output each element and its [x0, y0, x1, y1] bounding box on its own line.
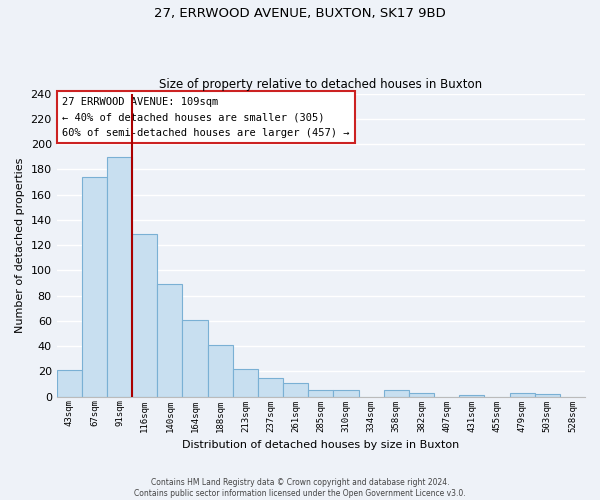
Text: Contains HM Land Registry data © Crown copyright and database right 2024.
Contai: Contains HM Land Registry data © Crown c…	[134, 478, 466, 498]
Bar	[233, 369, 258, 396]
Bar	[384, 390, 409, 396]
Bar	[208, 345, 233, 397]
Bar	[56, 370, 82, 396]
X-axis label: Distribution of detached houses by size in Buxton: Distribution of detached houses by size …	[182, 440, 460, 450]
Text: 27 ERRWOOD AVENUE: 109sqm
← 40% of detached houses are smaller (305)
60% of semi: 27 ERRWOOD AVENUE: 109sqm ← 40% of detac…	[62, 96, 349, 138]
Bar	[182, 320, 208, 396]
Title: Size of property relative to detached houses in Buxton: Size of property relative to detached ho…	[159, 78, 482, 91]
Bar	[82, 177, 107, 396]
Bar	[509, 393, 535, 396]
Bar	[308, 390, 334, 396]
Bar	[107, 156, 132, 396]
Bar	[334, 390, 359, 396]
Bar	[258, 378, 283, 396]
Bar	[535, 394, 560, 396]
Text: 27, ERRWOOD AVENUE, BUXTON, SK17 9BD: 27, ERRWOOD AVENUE, BUXTON, SK17 9BD	[154, 8, 446, 20]
Bar	[409, 393, 434, 396]
Bar	[132, 234, 157, 396]
Bar	[283, 382, 308, 396]
Bar	[157, 284, 182, 397]
Y-axis label: Number of detached properties: Number of detached properties	[15, 158, 25, 333]
